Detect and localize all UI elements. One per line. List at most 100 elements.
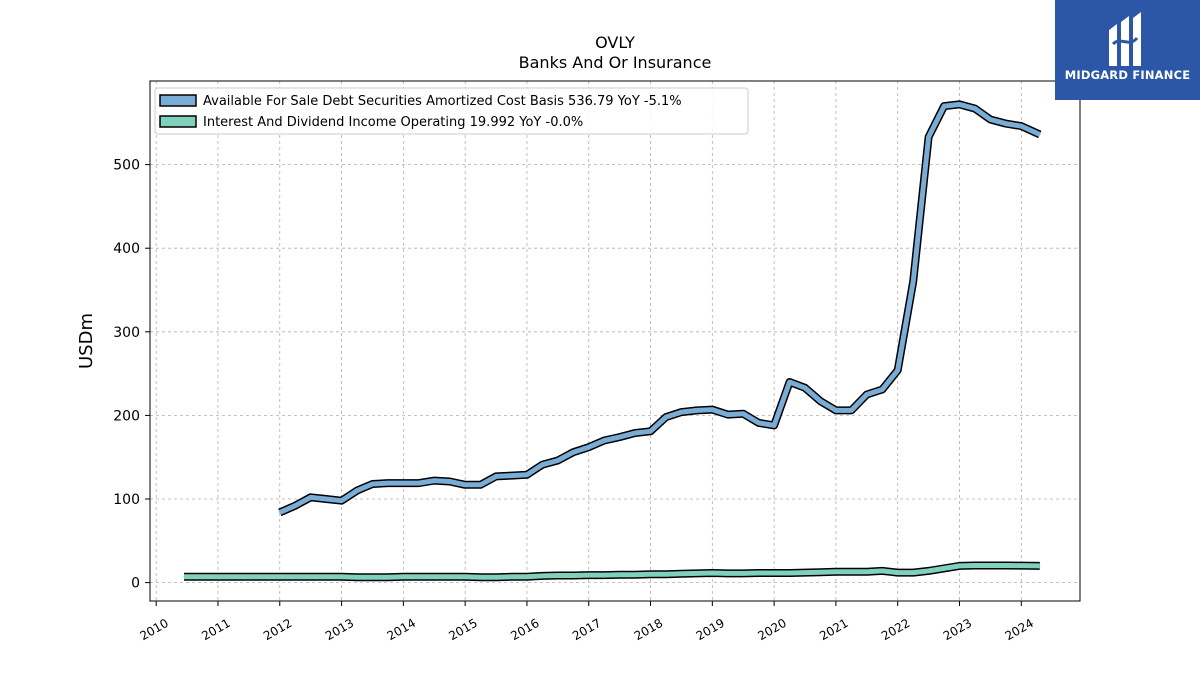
series-0-point xyxy=(711,408,713,411)
series-0-point xyxy=(866,393,868,396)
series-0-point xyxy=(340,500,343,502)
series-0-point xyxy=(665,416,667,418)
series-1-point xyxy=(183,576,185,578)
series-1-point xyxy=(325,576,327,578)
series-1-point xyxy=(711,572,713,574)
series-1-point xyxy=(881,570,883,572)
series-0-point xyxy=(479,484,482,486)
x-tick-label: 2019 xyxy=(694,616,727,643)
series-layer xyxy=(183,100,1042,582)
x-tick-label: 2017 xyxy=(570,616,603,643)
y-axis-label: USDm xyxy=(76,313,97,369)
series-1-point xyxy=(557,574,559,577)
logo-text: MIDGARD FINANCE xyxy=(1064,68,1191,82)
series-1-point xyxy=(696,572,698,575)
series-0-point xyxy=(371,483,374,485)
series-0-point xyxy=(742,413,744,415)
x-tick-label: 2021 xyxy=(817,616,850,643)
series-1-point xyxy=(619,574,621,576)
series-0-point xyxy=(387,482,389,484)
series-1-point xyxy=(1005,564,1007,567)
series-0-point xyxy=(588,446,590,448)
series-1-point xyxy=(742,572,744,575)
y-tick-label: 200 xyxy=(113,408,140,424)
series-0-point xyxy=(943,105,945,107)
x-tick-label: 2016 xyxy=(508,616,541,643)
x-tick-label: 2011 xyxy=(199,616,232,643)
series-0-line xyxy=(278,101,1041,515)
series-1-point xyxy=(804,571,806,574)
series-1-point xyxy=(928,570,930,572)
series-0-point xyxy=(788,381,791,383)
x-tick-label: 2014 xyxy=(385,616,418,643)
series-0-point xyxy=(541,464,543,466)
series-1-point xyxy=(294,576,296,578)
series-0-point xyxy=(912,281,914,283)
x-tick-label: 2020 xyxy=(755,616,788,643)
series-1-point xyxy=(232,576,235,578)
series-1-point xyxy=(958,565,961,567)
series-1-point xyxy=(541,575,543,577)
y-tick-label: 500 xyxy=(113,158,140,174)
series-1-point xyxy=(649,573,652,575)
chart-subtitle: Banks And Or Insurance xyxy=(519,53,712,72)
series-0-point xyxy=(696,409,698,411)
series-1-point xyxy=(866,571,868,573)
series-0-point xyxy=(850,409,852,411)
series-0-point xyxy=(510,474,513,477)
logo-mark-icon xyxy=(1109,12,1141,66)
series-0-point xyxy=(356,490,358,492)
legend: Available For Sale Debt Securities Amort… xyxy=(154,87,749,135)
brand-logo: MIDGARD FINANCE xyxy=(1055,0,1200,100)
x-tick-label: 2018 xyxy=(632,616,665,643)
series-1-point xyxy=(989,564,991,567)
series-1-point xyxy=(510,576,513,578)
series-1-point xyxy=(758,572,760,574)
y-tick-label: 0 xyxy=(131,576,140,592)
series-0-point xyxy=(279,511,281,513)
series-0-point xyxy=(325,498,327,500)
series-0-point xyxy=(974,107,976,110)
series-0-point xyxy=(758,422,760,424)
series-0-point xyxy=(881,388,883,391)
series-0-point xyxy=(649,430,652,432)
series-1-point xyxy=(310,576,312,578)
series-1-point xyxy=(340,576,343,578)
series-1-point xyxy=(634,574,636,576)
series-1-point xyxy=(248,576,250,578)
series-1-point xyxy=(1020,565,1022,567)
series-0-point xyxy=(294,505,296,507)
y-tick-label: 100 xyxy=(113,492,140,508)
series-1-point xyxy=(279,576,281,578)
series-0-point xyxy=(464,484,466,486)
legend-swatch-interest xyxy=(159,115,197,128)
series-1-point xyxy=(371,576,374,578)
series-1-point xyxy=(912,571,914,574)
series-0-point xyxy=(680,411,683,413)
series-0-point xyxy=(619,436,621,438)
y-tick-label: 300 xyxy=(113,325,140,341)
plot-frame xyxy=(149,80,1081,602)
y-axis: 0 100 200 300 400 500 xyxy=(113,158,150,592)
legend-swatch-afs xyxy=(159,94,197,107)
y-tick-label: 400 xyxy=(113,241,140,257)
series-1-point xyxy=(897,571,899,574)
series-0-point xyxy=(958,103,961,106)
series-1-point xyxy=(464,576,466,578)
series-1-point xyxy=(387,576,389,578)
series-0-point xyxy=(804,387,806,389)
legend-label-afs: Available For Sale Debt Securities Amort… xyxy=(203,94,682,109)
series-1-point xyxy=(1039,565,1041,567)
series-1-point xyxy=(479,576,482,578)
series-1-point xyxy=(201,576,204,578)
series-1-point xyxy=(402,576,404,578)
series-1-point xyxy=(943,567,945,569)
series-0-point xyxy=(989,118,991,121)
series-1-point xyxy=(603,574,605,576)
series-0-point xyxy=(897,369,899,371)
series-0-point xyxy=(928,136,930,138)
series-1-point xyxy=(773,572,775,574)
series-0-point xyxy=(727,413,729,416)
series-1-point xyxy=(418,576,420,578)
